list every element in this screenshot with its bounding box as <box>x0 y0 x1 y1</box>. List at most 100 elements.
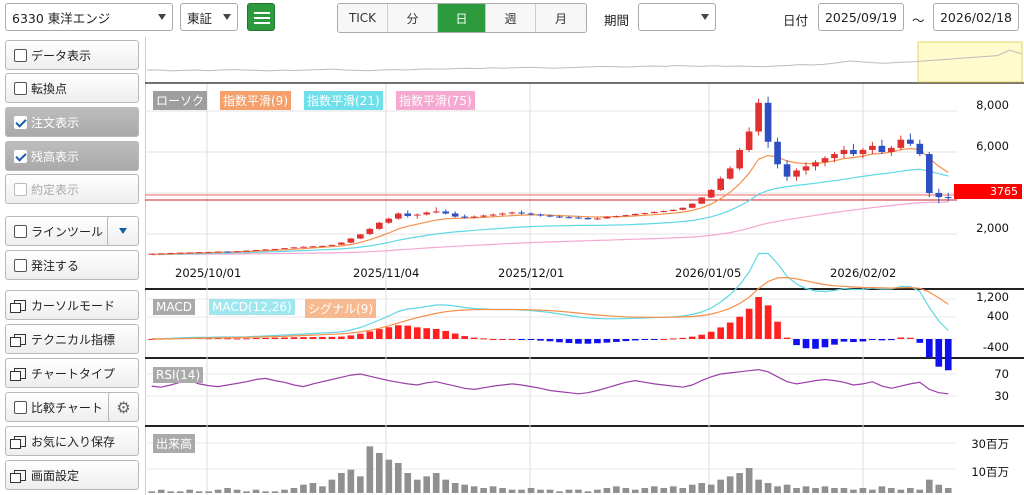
ema75-line <box>151 201 949 256</box>
volume-bar <box>148 491 156 493</box>
volume-bar <box>546 489 554 493</box>
tab-month[interactable]: 月 <box>536 4 586 32</box>
tab-minute[interactable]: 分 <box>388 4 438 32</box>
line-tool-dropdown-button[interactable] <box>107 216 139 246</box>
list-menu-button[interactable] <box>247 3 275 31</box>
candle-body <box>783 164 791 177</box>
checkbox-icon <box>14 182 27 196</box>
macd-histogram-bar <box>594 339 601 344</box>
sidebar-compare-chart[interactable]: 比較チャート <box>5 392 113 422</box>
sidebar-technical-indicators[interactable]: テクニカル指標 <box>5 324 139 354</box>
macd-histogram-bar <box>679 337 687 339</box>
volume-bar <box>584 491 592 493</box>
candle-body <box>338 242 345 245</box>
macd-histogram-bar <box>214 338 222 340</box>
y-tick-price: 8,000 <box>976 98 1009 112</box>
chart-canvas[interactable] <box>145 37 1024 495</box>
candle-body <box>878 145 886 152</box>
interval-segment: TICK 分 日 週 月 <box>337 3 587 33</box>
candle-body <box>262 249 269 251</box>
current-price-tag: 3765 <box>954 184 1022 199</box>
candle-body <box>205 252 212 254</box>
volume-bar <box>252 489 260 493</box>
volume-bar <box>764 483 772 493</box>
volume-bar <box>622 488 630 493</box>
sidebar-item-label: お気に入り保存 <box>31 434 116 449</box>
volume-bar <box>167 491 175 493</box>
sidebar-place-order[interactable]: 発注する <box>5 250 139 280</box>
candle-body <box>508 212 516 214</box>
sidebar-screen-settings[interactable]: 画面設定 <box>5 460 139 490</box>
market-select[interactable]: 東証 <box>180 3 238 31</box>
volume-bar <box>688 484 696 493</box>
candle-body <box>679 207 687 210</box>
rsi-line <box>151 368 949 395</box>
volume-bar <box>897 489 905 493</box>
volume-bar <box>783 484 791 493</box>
period-select[interactable] <box>638 3 716 31</box>
candle-body <box>366 228 374 234</box>
sidebar-chart-type[interactable]: チャートタイプ <box>5 358 139 388</box>
sidebar-line-tool[interactable]: ラインツール <box>5 216 115 246</box>
sidebar-cursor-mode[interactable]: カーソルモード <box>5 290 139 320</box>
date-to-input[interactable]: 2026/02/18 <box>933 3 1019 31</box>
volume-bar <box>850 489 857 493</box>
candle-body <box>755 102 762 132</box>
compare-settings-button[interactable]: ⚙ <box>108 392 139 422</box>
candle-body <box>518 212 525 214</box>
tab-week[interactable]: 週 <box>486 4 536 32</box>
volume-bar <box>157 489 165 493</box>
macd-histogram-bar <box>338 336 345 339</box>
stock-select[interactable]: 6330 東洋エンジ <box>5 3 173 31</box>
candle-body <box>357 234 364 239</box>
y-tick-macd: -400 <box>982 340 1009 354</box>
volume-bar <box>385 459 393 493</box>
volume-bar <box>451 483 459 493</box>
sidebar-balance-display[interactable]: 残高表示 <box>5 141 139 171</box>
macd-histogram-bar <box>632 339 639 341</box>
sidebar-turning-point[interactable]: 転換点 <box>5 73 139 103</box>
candle-body <box>195 252 203 254</box>
candle-body <box>556 216 563 218</box>
caret-down-icon <box>119 228 127 234</box>
legend-ema21: 指数平滑(21) <box>304 91 383 110</box>
market-select-value: 東証 <box>187 10 213 26</box>
candle-body <box>831 154 838 159</box>
macd-histogram-bar <box>442 330 450 339</box>
volume-bar <box>603 488 611 493</box>
checkbox-checked-icon <box>14 115 27 129</box>
tab-tick[interactable]: TICK <box>338 4 388 32</box>
x-tick-date: 2025/11/04 <box>353 266 420 280</box>
macd-histogram-bar <box>878 339 886 341</box>
macd-histogram-bar <box>669 338 677 340</box>
candle-body <box>432 211 440 213</box>
macd-histogram-bar <box>499 338 506 340</box>
macd-histogram-bar <box>622 339 630 342</box>
window-icon <box>10 435 26 449</box>
tab-day[interactable]: 日 <box>438 4 486 32</box>
candle-body <box>660 211 668 213</box>
sidebar-save-favorite[interactable]: お気に入り保存 <box>5 426 139 456</box>
ema21-line <box>151 168 949 256</box>
candle-body <box>650 211 658 214</box>
chart-area[interactable]: ローソク 指数平滑(9) 指数平滑(21) 指数平滑(75) 8,000 6,0… <box>145 37 1024 495</box>
macd-histogram-bar <box>451 333 459 339</box>
legend-volume: 出来高 <box>153 434 196 453</box>
macd-histogram-bar <box>707 331 715 339</box>
volume-bar <box>366 446 374 493</box>
sidebar-order-display[interactable]: 注文表示 <box>5 107 139 137</box>
y-tick-macd: 1,200 <box>976 290 1009 304</box>
candle-body <box>594 218 601 220</box>
date-from-input[interactable]: 2025/09/19 <box>818 3 904 31</box>
candle-body <box>613 216 620 218</box>
candle-body <box>290 247 298 249</box>
legend-macd-line: MACD(12,26) <box>209 299 295 315</box>
sidebar-item-label: 画面設定 <box>31 468 80 483</box>
candle-body <box>603 216 611 219</box>
macd-histogram-bar <box>613 339 620 342</box>
candle-body <box>859 149 867 155</box>
volume-bar <box>869 489 876 493</box>
period-label: 期間 <box>604 13 630 28</box>
macd-histogram-bar <box>869 339 876 340</box>
sidebar-data-display[interactable]: データ表示 <box>5 40 139 70</box>
